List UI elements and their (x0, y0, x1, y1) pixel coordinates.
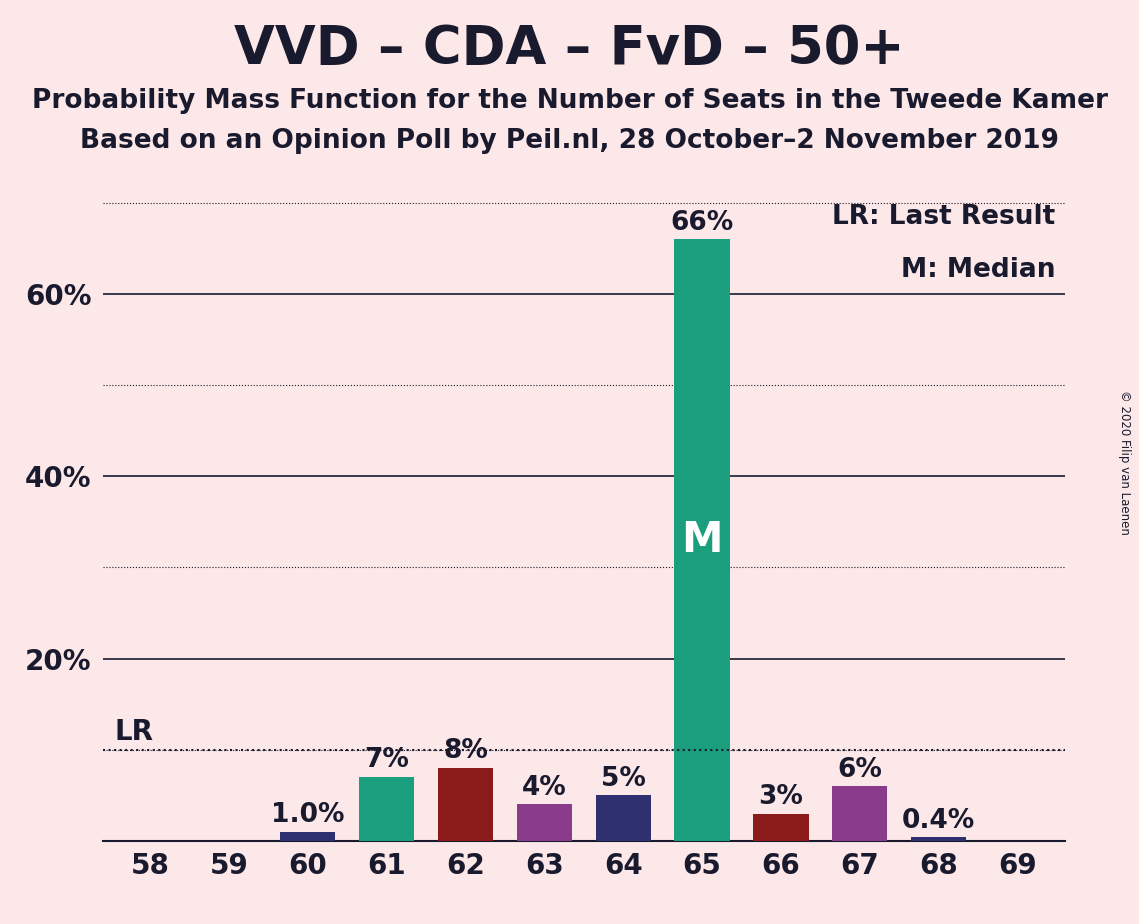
Text: 7%: 7% (364, 748, 409, 773)
Text: 6%: 6% (837, 757, 883, 783)
Bar (596, 796, 650, 841)
Text: VVD – CDA – FvD – 50+: VVD – CDA – FvD – 50+ (235, 23, 904, 75)
Text: Based on an Opinion Poll by Peil.nl, 28 October–2 November 2019: Based on an Opinion Poll by Peil.nl, 28 … (80, 128, 1059, 153)
Text: Probability Mass Function for the Number of Seats in the Tweede Kamer: Probability Mass Function for the Number… (32, 88, 1107, 114)
Text: 8%: 8% (443, 738, 487, 764)
Bar (911, 837, 966, 841)
Text: 4%: 4% (522, 774, 567, 801)
Bar (437, 768, 493, 841)
Text: 66%: 66% (671, 210, 734, 236)
Text: 0.4%: 0.4% (902, 808, 975, 833)
Text: M: Median: M: Median (901, 257, 1056, 283)
Bar (517, 805, 572, 841)
Text: M: M (681, 519, 723, 561)
Text: 5%: 5% (600, 766, 646, 792)
Text: LR: Last Result: LR: Last Result (833, 204, 1056, 230)
Text: 1.0%: 1.0% (271, 802, 344, 828)
Bar (359, 777, 415, 841)
Bar (753, 813, 809, 841)
Bar (280, 832, 335, 841)
Text: 3%: 3% (759, 784, 803, 809)
Bar (674, 239, 730, 841)
Text: LR: LR (114, 718, 154, 746)
Bar (833, 786, 887, 841)
Text: © 2020 Filip van Laenen: © 2020 Filip van Laenen (1118, 390, 1131, 534)
